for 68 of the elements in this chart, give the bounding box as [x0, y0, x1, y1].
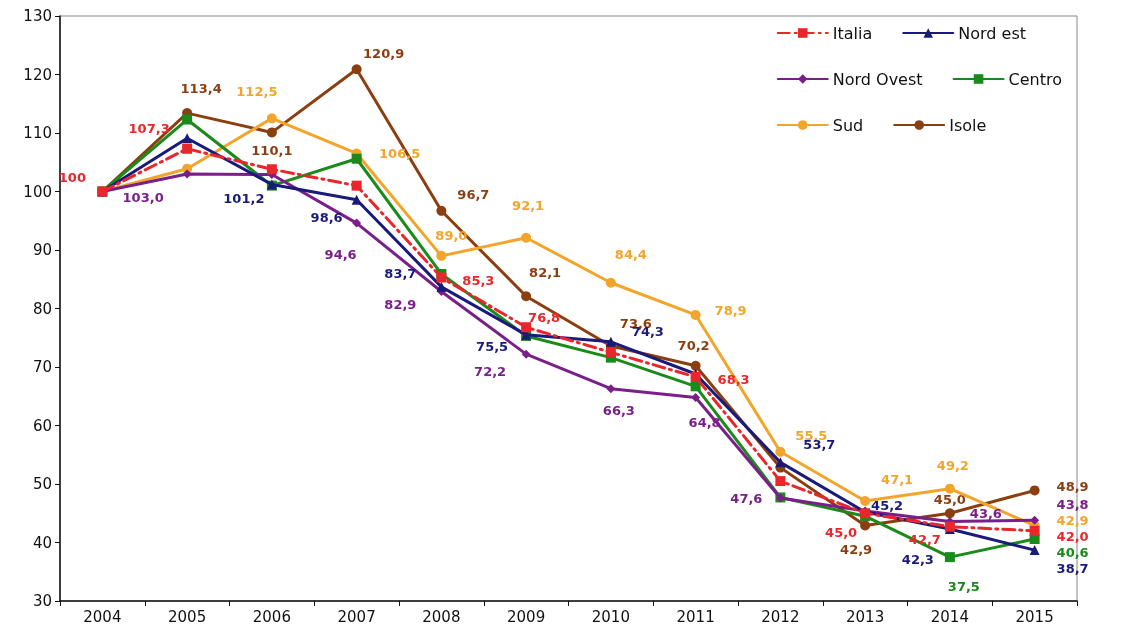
- y-tick-label: 50: [32, 475, 52, 493]
- x-tick-label: 2015: [1015, 607, 1054, 626]
- data-label: 48,9: [1056, 478, 1089, 494]
- data-label: 40,6: [1056, 545, 1089, 561]
- data-label: 89,0: [435, 228, 468, 244]
- data-label: 98,6: [310, 210, 343, 226]
- legend-label: Sud: [832, 115, 864, 135]
- data-label: 42,3: [901, 551, 934, 567]
- data-label: 76,8: [528, 309, 561, 325]
- data-label: 103,0: [122, 190, 164, 206]
- data-label: 107,3: [128, 121, 170, 137]
- data-label: 45,0: [825, 524, 858, 540]
- data-label: 94,6: [324, 246, 357, 262]
- data-label: 38,7: [1056, 560, 1089, 576]
- data-label: 83,7: [384, 266, 417, 282]
- y-tick-label: 100: [23, 182, 52, 201]
- y-tick-label: 70: [32, 358, 52, 376]
- y-tick-label: 30: [32, 592, 52, 610]
- data-label: 92,1: [512, 198, 545, 214]
- y-tick-label: 130: [23, 7, 52, 25]
- x-tick-label: 2008: [422, 607, 461, 626]
- data-label: 112,5: [236, 83, 278, 99]
- x-tick-label: 2014: [930, 607, 969, 626]
- y-tick-label: 40: [32, 533, 52, 552]
- y-tick-label: 60: [32, 416, 52, 435]
- x-tick-label: 2009: [507, 607, 546, 626]
- x-tick-label: 2011: [676, 607, 715, 626]
- legend-label: Nord Ovest: [832, 69, 923, 89]
- data-label: 110,1: [251, 142, 293, 158]
- data-label: 82,1: [529, 264, 562, 280]
- data-label: 47,1: [881, 472, 914, 488]
- x-tick-label: 2004: [83, 607, 122, 626]
- data-label: 37,5: [947, 578, 980, 594]
- legend-label: Isole: [949, 115, 987, 135]
- data-label: 96,7: [457, 187, 490, 203]
- x-tick-label: 2007: [337, 607, 376, 626]
- x-tick-label: 2005: [168, 607, 207, 626]
- data-label: 78,9: [714, 303, 747, 319]
- data-label: 101,2: [223, 190, 265, 206]
- data-label: 42,9: [1056, 513, 1089, 529]
- data-label: 113,4: [180, 80, 222, 96]
- data-label: 47,6: [730, 490, 763, 506]
- x-tick-label: 2012: [761, 607, 800, 626]
- data-label: 43,6: [969, 505, 1002, 521]
- data-label: 45,0: [933, 491, 966, 507]
- data-label: 85,3: [462, 272, 495, 288]
- data-label: 42,0: [1056, 529, 1089, 545]
- x-tick-label: 2006: [252, 607, 291, 626]
- x-tick-label: 2013: [846, 607, 885, 626]
- y-tick-label: 110: [23, 124, 52, 142]
- data-label: 45,2: [871, 497, 904, 513]
- legend-label: Italia: [832, 23, 873, 43]
- data-label: 70,2: [677, 338, 710, 354]
- y-tick-label: 80: [32, 299, 52, 318]
- data-label: 49,2: [936, 458, 969, 474]
- legend-label: Centro: [1008, 69, 1063, 89]
- data-label: 75,5: [476, 339, 509, 355]
- y-tick-label: 90: [32, 241, 52, 259]
- y-tick-label: 120: [23, 65, 52, 84]
- data-label: 82,9: [384, 297, 417, 313]
- data-label: 66,3: [602, 403, 635, 419]
- data-label: 84,4: [614, 247, 647, 263]
- data-label: 43,8: [1056, 496, 1089, 512]
- data-label: 120,9: [363, 45, 405, 61]
- data-label: 72,2: [474, 363, 507, 379]
- x-tick-label: 2010: [591, 607, 630, 626]
- legend-label: Nord est: [958, 23, 1026, 43]
- data-label: 42,9: [840, 542, 873, 558]
